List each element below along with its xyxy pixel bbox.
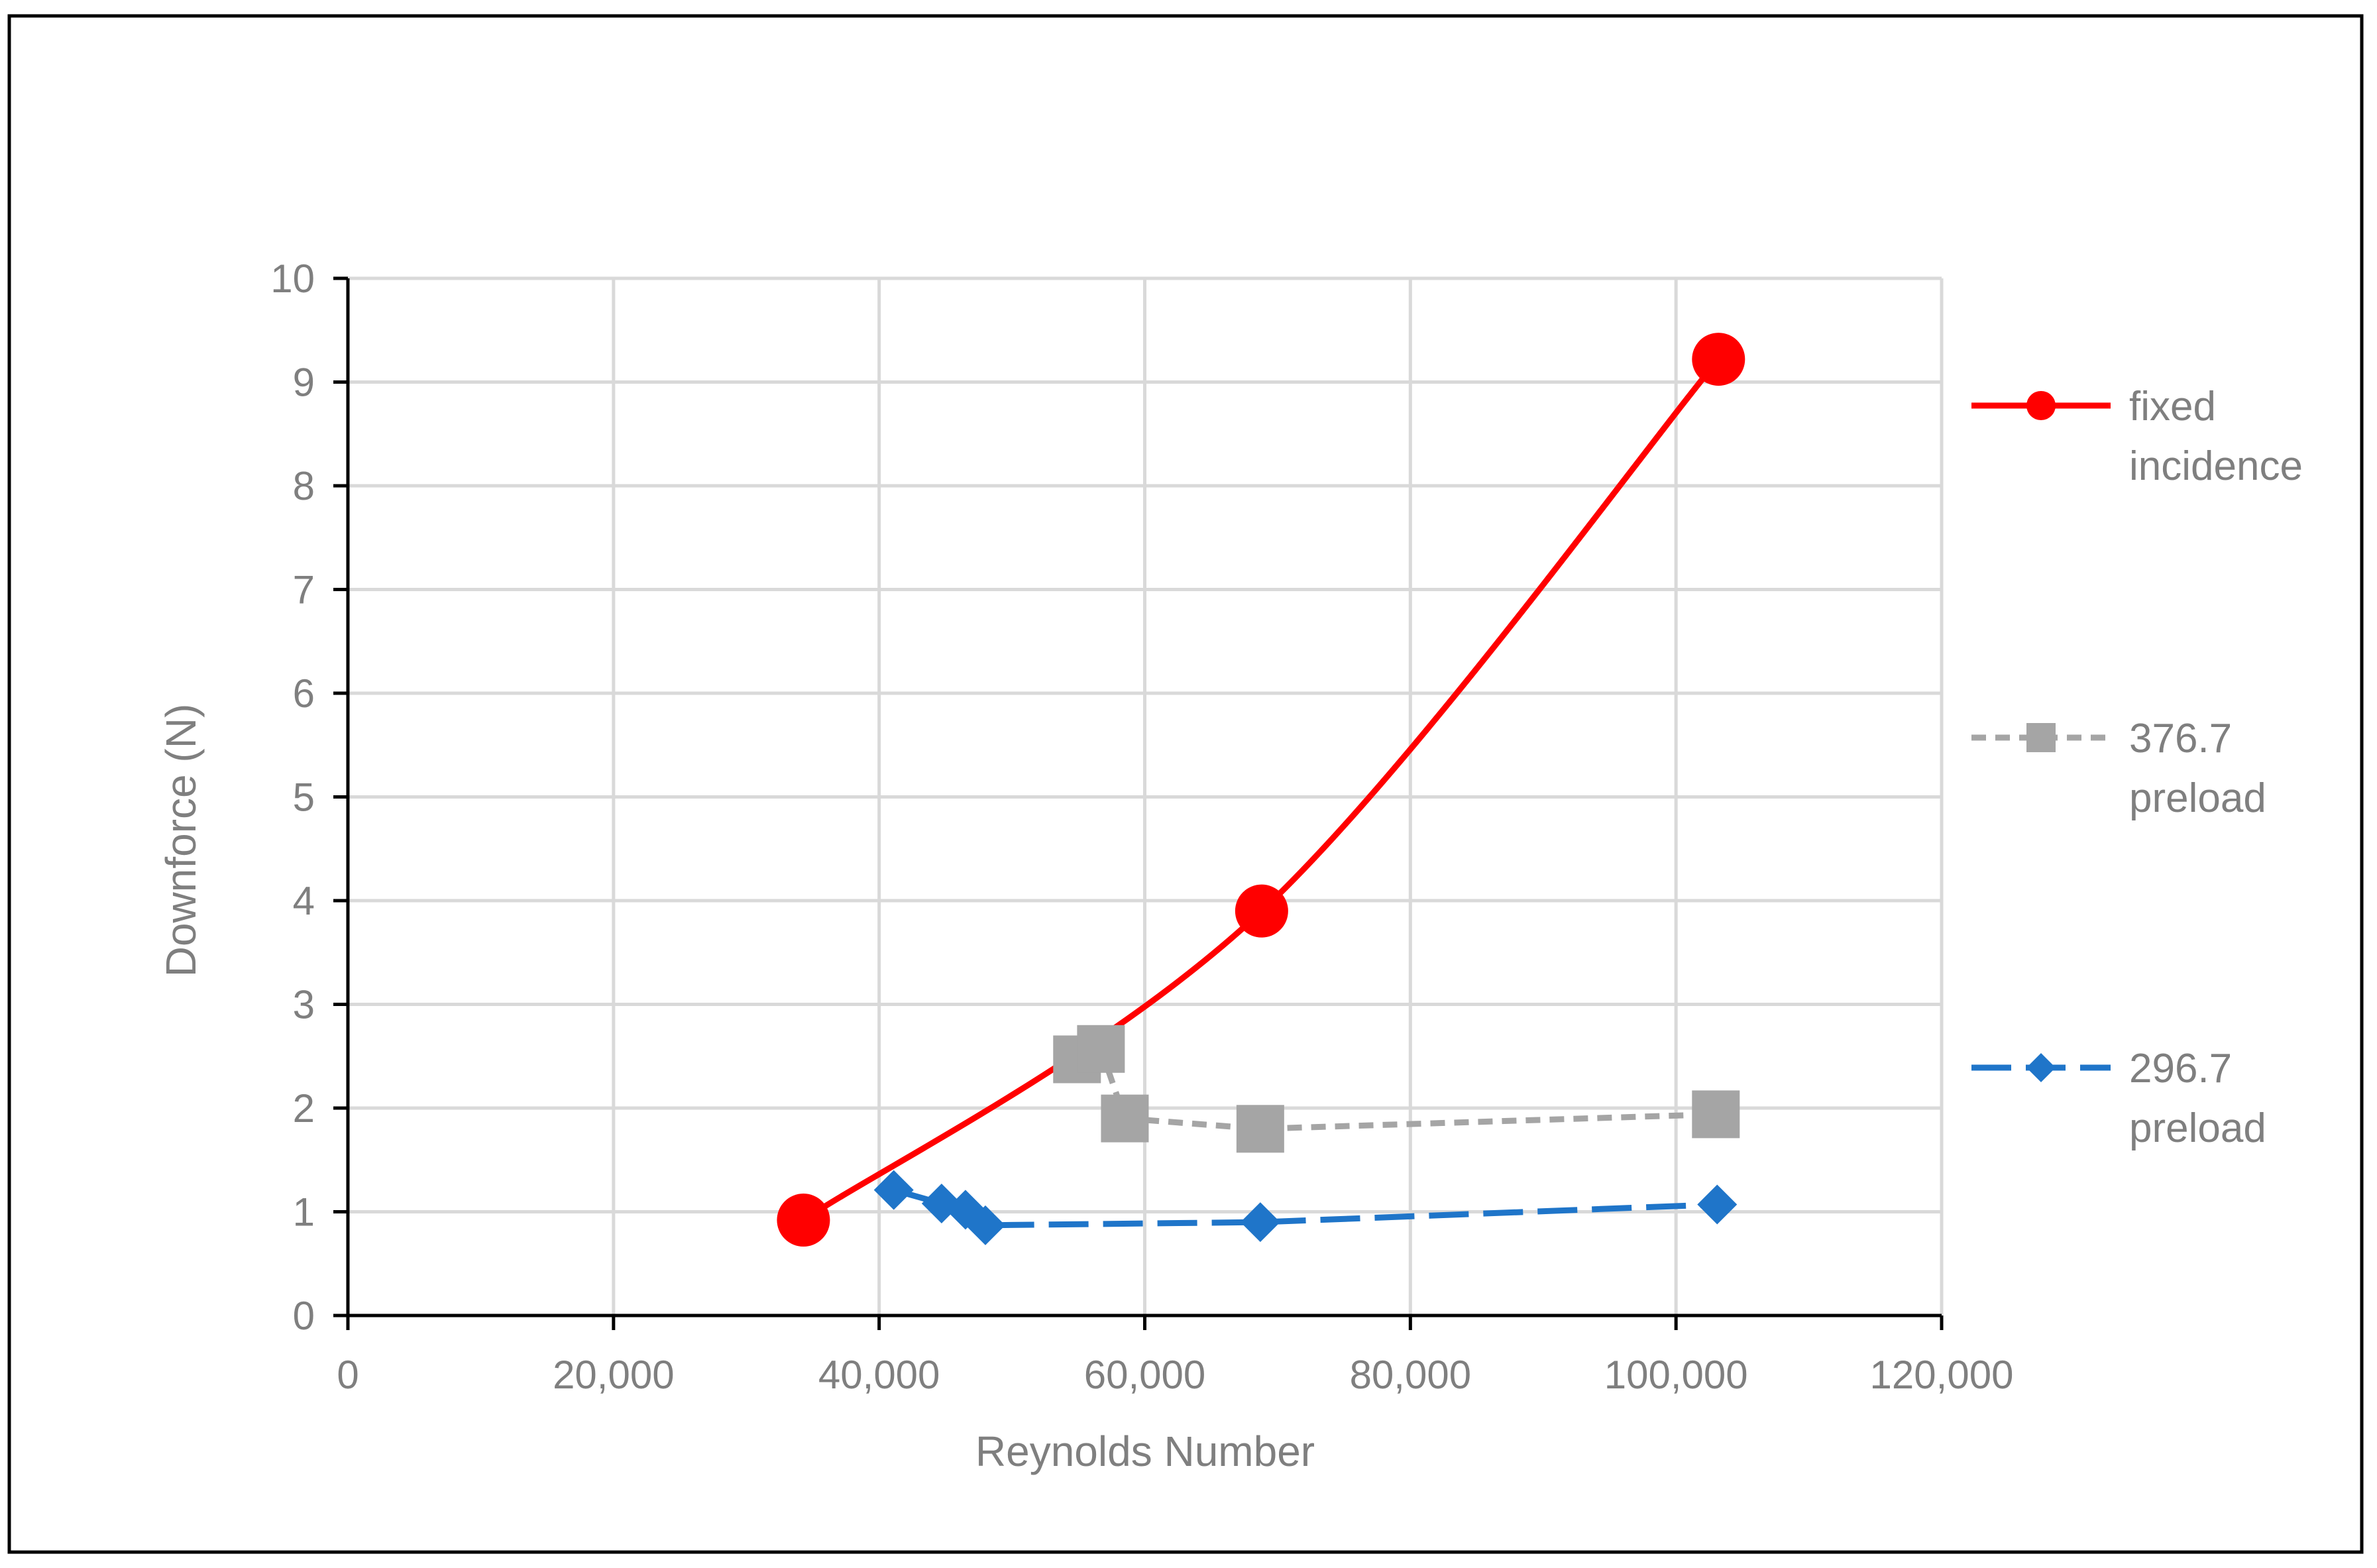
legend-label: fixed	[2129, 384, 2216, 429]
y-tick-label: 7	[293, 568, 315, 612]
data-point	[1235, 884, 1288, 938]
y-tick-label: 10	[270, 256, 315, 301]
data-point	[1101, 1094, 1149, 1143]
x-tick-label: 60,000	[1084, 1353, 1206, 1397]
data-point	[1692, 333, 1745, 386]
legend-marker	[2026, 723, 2056, 752]
legend-label: 296.7	[2129, 1046, 2232, 1092]
y-tick-label: 8	[293, 464, 315, 508]
x-axis-title: Reynolds Number	[975, 1428, 1315, 1475]
x-tick-label: 120,000	[1870, 1353, 2014, 1397]
x-tick-label: 0	[337, 1353, 359, 1397]
data-point	[1692, 1090, 1740, 1139]
y-tick-label: 1	[293, 1190, 315, 1235]
legend-label: incidence	[2129, 443, 2303, 489]
legend-marker	[2026, 1053, 2056, 1082]
y-axis-title: Downforce (N)	[157, 704, 205, 978]
y-tick-label: 4	[293, 879, 315, 923]
data-point	[1697, 1184, 1738, 1225]
legend-label: preload	[2129, 775, 2266, 821]
legend-label: 376.7	[2129, 716, 2232, 761]
x-tick-label: 40,000	[818, 1353, 940, 1397]
y-tick-label: 0	[293, 1294, 315, 1338]
data-point	[777, 1194, 830, 1247]
data-point	[1240, 1202, 1280, 1243]
legend: fixed incidence 376.7 preload 296.7 preload	[1971, 384, 2303, 1151]
x-tick-label: 20,000	[553, 1353, 675, 1397]
legend-marker	[2026, 391, 2056, 420]
y-tick-label: 2	[293, 1086, 315, 1131]
y-tick-label: 6	[293, 671, 315, 716]
x-tick-label: 80,000	[1350, 1353, 1472, 1397]
axes: 0 20,000 40,000 60,000 80,000 100,000 120,000 0…	[270, 256, 2013, 1397]
plot-area	[777, 333, 1745, 1247]
data-point	[1236, 1105, 1284, 1153]
y-tick-label: 3	[293, 983, 315, 1027]
legend-label: preload	[2129, 1105, 2266, 1151]
data-point	[1077, 1025, 1125, 1073]
grid	[348, 276, 1944, 1316]
y-tick-label: 5	[293, 775, 315, 820]
chart-border	[7, 14, 2364, 1554]
data-point	[966, 1205, 1005, 1245]
data-point	[873, 1170, 914, 1210]
x-tick-label: 100,000	[1604, 1353, 1748, 1397]
y-tick-label: 9	[293, 361, 315, 405]
